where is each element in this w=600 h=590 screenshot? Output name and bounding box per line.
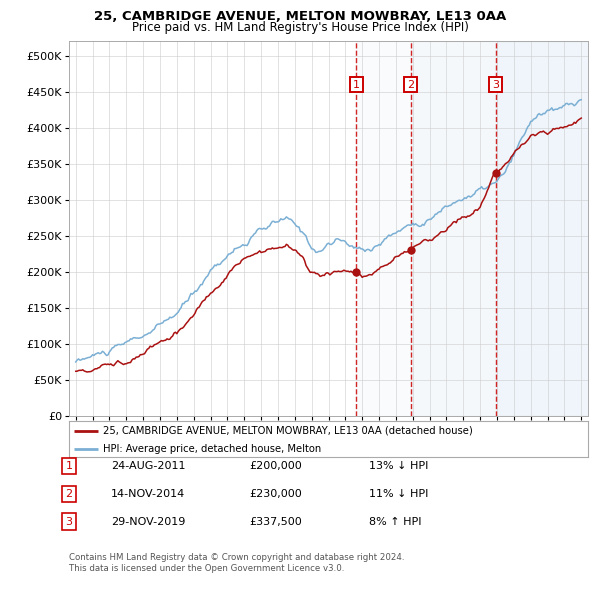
Text: 1: 1 [65, 461, 73, 471]
Text: 11% ↓ HPI: 11% ↓ HPI [369, 489, 428, 499]
Text: £200,000: £200,000 [249, 461, 302, 471]
Bar [410, 41, 590, 416]
Text: Price paid vs. HM Land Registry's House Price Index (HPI): Price paid vs. HM Land Registry's House … [131, 21, 469, 34]
Bar [356, 41, 590, 416]
Text: 2: 2 [65, 489, 73, 499]
Text: 2: 2 [407, 80, 414, 90]
Text: Contains HM Land Registry data © Crown copyright and database right 2024.: Contains HM Land Registry data © Crown c… [69, 553, 404, 562]
Text: HPI: Average price, detached house, Melton: HPI: Average price, detached house, Melt… [103, 444, 321, 454]
Text: £337,500: £337,500 [249, 517, 302, 526]
Text: 8% ↑ HPI: 8% ↑ HPI [369, 517, 421, 526]
Text: 14-NOV-2014: 14-NOV-2014 [111, 489, 185, 499]
Text: 29-NOV-2019: 29-NOV-2019 [111, 517, 185, 526]
Text: 24-AUG-2011: 24-AUG-2011 [111, 461, 185, 471]
Text: This data is licensed under the Open Government Licence v3.0.: This data is licensed under the Open Gov… [69, 565, 344, 573]
Text: 25, CAMBRIDGE AVENUE, MELTON MOWBRAY, LE13 0AA: 25, CAMBRIDGE AVENUE, MELTON MOWBRAY, LE… [94, 10, 506, 23]
Bar [496, 41, 590, 416]
Text: 1: 1 [353, 80, 360, 90]
Text: 3: 3 [65, 517, 73, 526]
Text: 3: 3 [492, 80, 499, 90]
Text: 25, CAMBRIDGE AVENUE, MELTON MOWBRAY, LE13 0AA (detached house): 25, CAMBRIDGE AVENUE, MELTON MOWBRAY, LE… [103, 426, 472, 436]
Text: 13% ↓ HPI: 13% ↓ HPI [369, 461, 428, 471]
Text: £230,000: £230,000 [249, 489, 302, 499]
